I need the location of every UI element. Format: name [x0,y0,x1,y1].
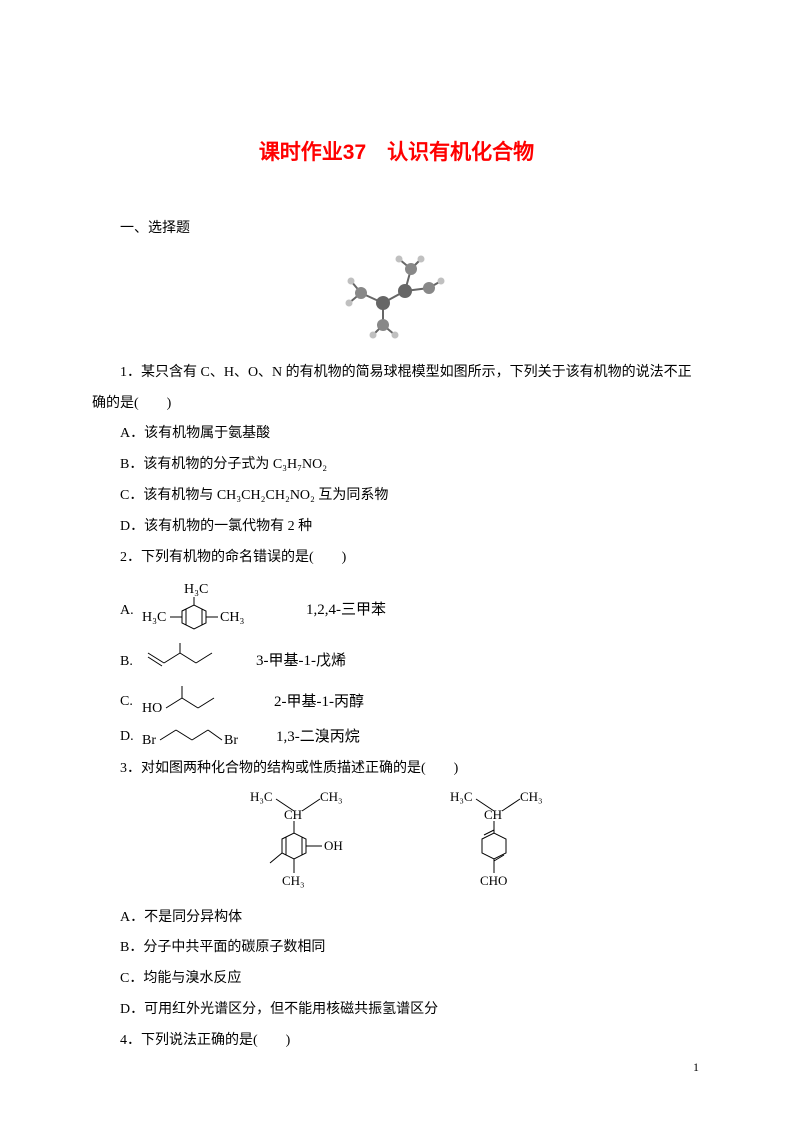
q2-label-b: B. [120,654,142,669]
q2-name-c: 2-甲基-1-丙醇 [274,694,364,711]
q2-stem: 2．下列有机物的命名错误的是( ) [92,543,701,574]
q1-molecule-model [92,253,701,356]
page-title: 课时作业37 认识有机化合物 [92,130,701,176]
svg-text:CH₃: CH₃ [520,789,543,804]
svg-text:CH: CH [484,807,502,822]
q2-struct-d: Br Br [142,724,262,750]
svg-text:OH: OH [324,838,343,853]
svg-text:H₃C: H₃C [184,582,208,597]
q3-struct-right: H₃C CH₃ CH CHO [432,789,562,899]
svg-text:CH₃: CH₃ [282,873,305,888]
q3-structures: H₃C CH₃ CH OH CH₃ H₃C CH₃ CH CHO [92,789,701,899]
svg-text:H₃C: H₃C [450,789,473,804]
q2-struct-b [142,643,242,680]
svg-text:Br: Br [142,733,156,748]
section-heading: 一、选择题 [92,214,701,245]
svg-text:CH₃: CH₃ [220,610,244,625]
q3-option-b: B．分子中共平面的碳原子数相同 [92,933,701,964]
q2-name-d: 1,3-二溴丙烷 [276,729,360,746]
q3-option-d: D．可用红外光谱区分，但不能用核磁共振氢谱区分 [92,995,701,1026]
q1-stem: 1．某只含有 C、H、O、N 的有机物的简易球棍模型如图所示，下列关于该有机物的… [92,358,701,420]
svg-text:H₃C: H₃C [250,789,273,804]
q2-struct-c: HO [142,684,252,720]
svg-text:CH: CH [284,807,302,822]
svg-text:HO: HO [142,701,162,716]
svg-text:CH₃: CH₃ [320,789,343,804]
svg-text:Br: Br [224,733,238,748]
q1-option-a: A．该有机物属于氨基酸 [92,419,701,450]
q2-label-a: A. [120,603,142,618]
q3-option-a: A．不是同分异构体 [92,903,701,934]
q3-option-c: C．均能与溴水反应 [92,964,701,995]
q3-stem: 3．对如图两种化合物的结构或性质描述正确的是( ) [92,754,701,785]
q2-struct-a: H₃C H₃C CH₃ [142,581,292,639]
q2-label-c: C. [120,694,142,709]
q2-options-diagram: A. H₃C H₃C CH₃ 1,2,4-三甲苯 B. [120,581,701,750]
svg-text:CHO: CHO [480,873,507,888]
q3-struct-left: H₃C CH₃ CH OH CH₃ [232,789,372,899]
q2-name-a: 1,2,4-三甲苯 [306,602,386,619]
q1-option-d: D．该有机物的一氯代物有 2 种 [92,512,701,543]
svg-text:H₃C: H₃C [142,610,166,625]
q4-stem: 4．下列说法正确的是( ) [92,1026,701,1057]
q1-option-b: B．该有机物的分子式为 C₃H₇NO₂ [92,450,701,481]
q2-label-d: D. [120,729,142,744]
q2-name-b: 3-甲基-1-戊烯 [256,653,346,670]
page-number: 1 [693,1054,699,1080]
q1-option-c: C．该有机物与 CH₃CH₂CH₂NO₂ 互为同系物 [92,481,701,512]
